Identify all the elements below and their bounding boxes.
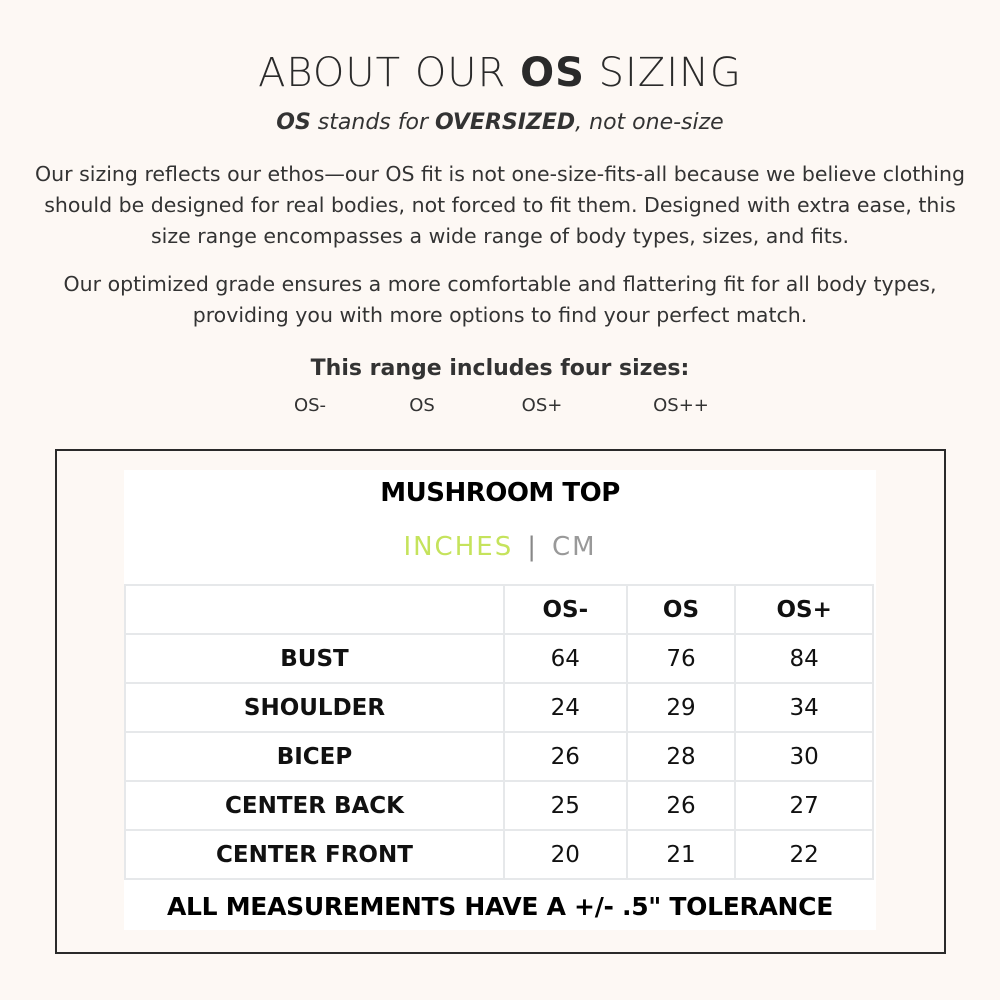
measurement-value: 26: [625, 780, 737, 831]
measurement-value: 21: [625, 829, 737, 880]
page-title: ABOUT OUR OS SIZING: [258, 50, 742, 96]
unit-inches[interactable]: INCHES: [403, 532, 514, 562]
range-heading: This range includes four sizes:: [310, 356, 690, 381]
measurement-value: 22: [734, 829, 874, 880]
unit-toggle: INCHES | CM: [403, 532, 597, 562]
measurement-value: 27: [734, 780, 874, 831]
table-row: CENTER FRONT 20 21 22: [124, 829, 874, 880]
measurement-value: 84: [734, 633, 874, 684]
size-label: OS++: [653, 395, 709, 416]
measurement-label: SHOULDER: [124, 682, 505, 733]
size-label: OS-: [293, 395, 327, 416]
column-header: OS+: [734, 584, 874, 635]
measurement-value: 20: [502, 829, 628, 880]
size-chart-frame: [55, 449, 946, 954]
table-row: CENTER BACK 25 26 27: [124, 780, 874, 831]
column-header: OS: [625, 584, 737, 635]
measurement-value: 29: [625, 682, 737, 733]
measurement-value: 64: [502, 633, 628, 684]
paragraph-grade: Our optimized grade ensures a more comfo…: [63, 272, 937, 327]
column-header: OS-: [502, 584, 628, 635]
measurement-value: 26: [502, 731, 628, 782]
measurement-value: 24: [502, 682, 628, 733]
table-header-row: OS- OS OS+: [124, 584, 874, 635]
measurement-label: BICEP: [124, 731, 505, 782]
measurement-value: 30: [734, 731, 874, 782]
measurement-label: BUST: [124, 633, 505, 684]
subtitle: OS stands for OVERSIZED, not one-size: [276, 110, 724, 135]
measurement-value: 34: [734, 682, 874, 733]
table-row: BUST 64 76 84: [124, 633, 874, 684]
paragraph-ethos: Our sizing reflects our ethos—our OS fit…: [35, 162, 965, 248]
table-row: SHOULDER 24 29 34: [124, 682, 874, 733]
tolerance-note: ALL MEASUREMENTS HAVE A +/- .5" TOLERANC…: [167, 892, 833, 921]
measurement-value: 28: [625, 731, 737, 782]
size-label: OS: [409, 395, 435, 416]
size-table: OS- OS OS+ BUST 64 76 84 SHOULDER 24 29 34 BICEP 26 2…: [124, 584, 874, 880]
unit-cm[interactable]: CM: [551, 532, 597, 562]
chart-title: MUSHROOM TOP: [380, 478, 620, 508]
measurement-label: CENTER FRONT: [124, 829, 505, 880]
column-header: [124, 584, 505, 635]
measurement-value: 25: [502, 780, 628, 831]
measurement-value: 76: [625, 633, 737, 684]
measurement-label: CENTER BACK: [124, 780, 505, 831]
size-label: OS+: [521, 395, 563, 416]
table-row: BICEP 26 28 30: [124, 731, 874, 782]
